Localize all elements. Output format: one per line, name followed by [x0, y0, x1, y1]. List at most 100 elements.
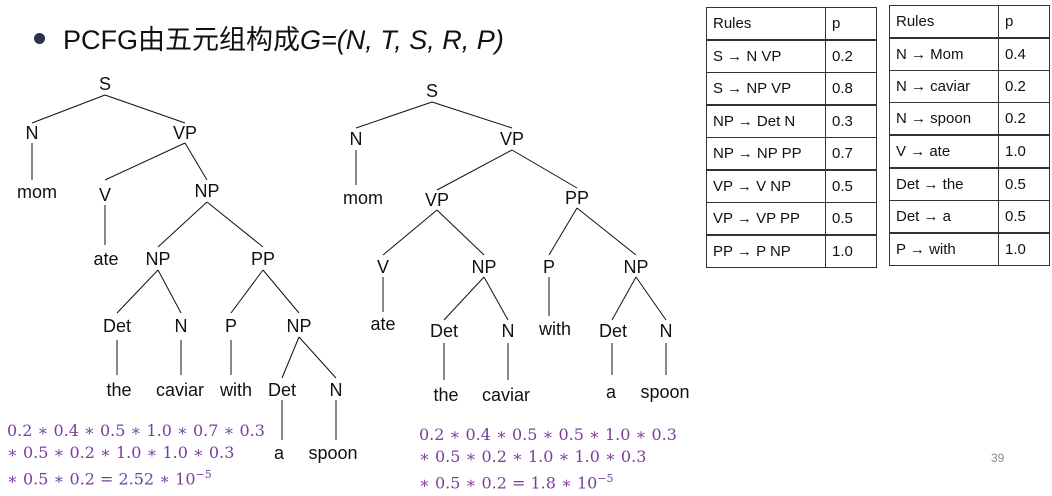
table-row: P → with 1.0: [889, 232, 1050, 266]
rule-cell: S → NP VP: [706, 72, 826, 106]
table-header-rules: Rules: [706, 7, 826, 41]
tree1-word-with: with: [219, 380, 252, 400]
rule-cell: Det → a: [889, 200, 999, 234]
tree1-labels: S N VP mom V NP ate NP PP Det N P NP the…: [17, 74, 358, 463]
tree1-node-N2: N: [175, 316, 188, 336]
prob-cell: 0.5: [825, 202, 877, 236]
tree2-edges: [355, 101, 667, 380]
table-row: Det → the 0.5: [889, 167, 1050, 201]
table-header-row: Rules p: [706, 7, 877, 41]
rule-cell: V → ate: [889, 134, 999, 169]
tree2-node-S: S: [426, 81, 438, 101]
tree1-word-a: a: [274, 443, 285, 463]
prob-cell: 0.7: [825, 137, 877, 171]
tree2-word-caviar: caviar: [482, 385, 530, 405]
prob-cell: 0.2: [825, 39, 877, 73]
table-row: NP → Det N 0.3: [706, 104, 877, 138]
table-row: NP → NP PP 0.7: [706, 137, 877, 171]
tree2-node-NP: NP: [471, 257, 496, 277]
prob-cell: 1.0: [998, 232, 1050, 266]
table-row: S → NP VP 0.8: [706, 72, 877, 106]
table-row: V → ate 1.0: [889, 134, 1050, 169]
table-row: PP → P NP 1.0: [706, 234, 877, 268]
title-formula: G=(N, T, S, R, P): [300, 25, 504, 55]
prob-cell: 0.3: [825, 104, 877, 138]
calc2-line-1: 0.2 ∗ 0.4 ∗ 0.5 ∗ 0.5 ∗ 1.0 ∗ 0.3: [419, 425, 677, 444]
tree1-probability-calc: 0.2 ∗ 0.4 ∗ 0.5 ∗ 1.0 ∗ 0.7 ∗ 0.3 ∗ 0.5 …: [7, 420, 265, 489]
table-row: VP → V NP 0.5: [706, 169, 877, 203]
table-row: N → spoon 0.2: [889, 102, 1050, 136]
rule-cell: NP → Det N: [706, 104, 826, 138]
calc1-line-3: ∗ 0.5 ∗ 0.2 = 2.52 ∗ 10−5: [7, 464, 265, 489]
table-row: VP → VP PP 0.5: [706, 202, 877, 236]
tree2-word-ate: ate: [370, 314, 395, 334]
calc1-line-1: 0.2 ∗ 0.4 ∗ 0.5 ∗ 1.0 ∗ 0.7 ∗ 0.3: [7, 421, 265, 440]
tree1-node-V: V: [99, 185, 111, 205]
rule-cell: N → caviar: [889, 70, 999, 103]
tree2-node-P: P: [543, 257, 555, 277]
tree2-node-Det2: Det: [599, 321, 627, 341]
rule-cell: S → N VP: [706, 39, 826, 73]
tree1-node-N: N: [26, 123, 39, 143]
tree2-node-N2: N: [502, 321, 515, 341]
table-header-rules: Rules: [889, 5, 999, 39]
prob-cell: 0.5: [998, 167, 1050, 201]
tree1-node-NP: NP: [194, 181, 219, 201]
tree1-node-N3: N: [330, 380, 343, 400]
tree1-node-VP: VP: [173, 123, 197, 143]
tree1-node-NP2: NP: [145, 249, 170, 269]
tree1-node-P: P: [225, 316, 237, 336]
tree2-word-the: the: [433, 385, 458, 405]
tree1-node-S: S: [99, 74, 111, 94]
prob-cell: 1.0: [825, 234, 877, 268]
tree1-node-PP: PP: [251, 249, 275, 269]
rule-cell: VP → V NP: [706, 169, 826, 203]
tree2-word-spoon: spoon: [640, 382, 689, 402]
tree2-word-with: with: [538, 319, 571, 339]
rule-cell: N → Mom: [889, 37, 999, 71]
tree1-word-mom: mom: [17, 182, 57, 202]
slide-title: PCFG由五元组构成G=(N, T, S, R, P): [34, 18, 504, 57]
prob-cell: 0.4: [998, 37, 1050, 71]
rule-cell: Det → the: [889, 167, 999, 201]
tree1-edges: [31, 94, 337, 440]
calc1-exponent: −5: [195, 468, 212, 481]
rule-cell: PP → P NP: [706, 234, 826, 268]
table-row: Det → a 0.5: [889, 200, 1050, 234]
tree1-node-Det: Det: [103, 316, 131, 336]
calc2-line-3: ∗ 0.5 ∗ 0.2 = 1.8 ∗ 10−5: [419, 468, 677, 493]
table-header-p: p: [998, 5, 1050, 39]
rule-cell: P → with: [889, 232, 999, 266]
prob-cell: 0.5: [825, 169, 877, 203]
rule-cell: N → spoon: [889, 102, 999, 136]
tree2-node-N3: N: [660, 321, 673, 341]
bullet-dot-icon: [34, 33, 45, 45]
calc2-line-3-base: ∗ 0.5 ∗ 0.2 = 1.8 ∗ 10: [419, 473, 598, 493]
table-header-row: Rules p: [889, 5, 1050, 39]
rules-table-nonterminal: Rules p S → N VP 0.2 S → NP VP 0.8 NP → …: [706, 7, 877, 268]
tree2-node-Det: Det: [430, 321, 458, 341]
table-header-p: p: [825, 7, 877, 41]
title-text: PCFG由五元组构成: [63, 25, 301, 55]
tree2-node-VP2: VP: [425, 190, 449, 210]
calc1-line-2: ∗ 0.5 ∗ 0.2 ∗ 1.0 ∗ 1.0 ∗ 0.3: [7, 443, 235, 462]
tree1-word-ate: ate: [93, 249, 118, 269]
rules-table-lexical: Rules p N → Mom 0.4 N → caviar 0.2 N → s…: [889, 5, 1050, 266]
tree1-word-caviar: caviar: [156, 380, 204, 400]
tree2-word-a: a: [606, 382, 617, 402]
table-row: N → Mom 0.4: [889, 37, 1050, 71]
prob-cell: 0.8: [825, 72, 877, 106]
prob-cell: 0.5: [998, 200, 1050, 234]
rule-cell: NP → NP PP: [706, 137, 826, 171]
calc2-line-2: ∗ 0.5 ∗ 0.2 ∗ 1.0 ∗ 1.0 ∗ 0.3: [419, 447, 647, 466]
tree2-word-mom: mom: [343, 188, 383, 208]
tree2-node-PP: PP: [565, 188, 589, 208]
tree1-word-the: the: [106, 380, 131, 400]
tree2-node-VP: VP: [500, 129, 524, 149]
table-row: S → N VP 0.2: [706, 39, 877, 73]
prob-cell: 1.0: [998, 134, 1050, 169]
tree1-word-spoon: spoon: [308, 443, 357, 463]
calc1-line-3-base: ∗ 0.5 ∗ 0.2 = 2.52 ∗ 10: [7, 469, 196, 489]
table-row: N → caviar 0.2: [889, 70, 1050, 103]
